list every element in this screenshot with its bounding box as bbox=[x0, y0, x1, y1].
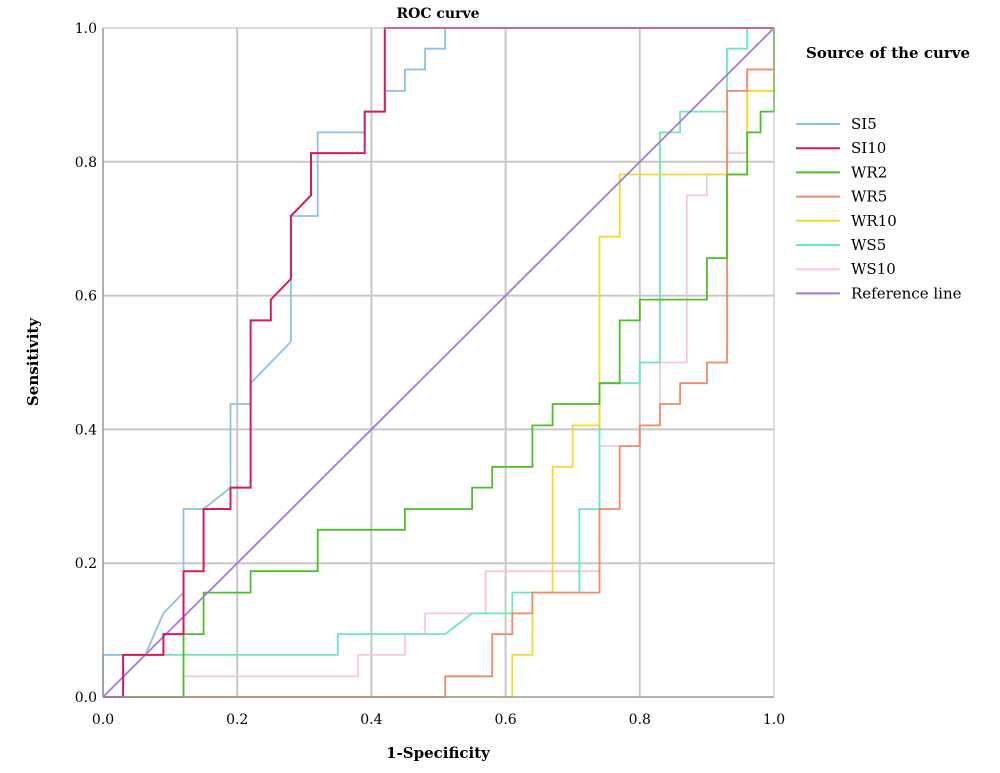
y-tick-label: 0.8 bbox=[75, 155, 97, 171]
x-tick-label: 0.6 bbox=[494, 712, 516, 728]
legend-title: Source of the curve bbox=[806, 44, 970, 62]
x-axis-title: 1-Specificity bbox=[386, 744, 491, 762]
x-tick-label: 0.0 bbox=[92, 712, 114, 728]
legend-label: WR2 bbox=[851, 163, 887, 181]
x-tick-labels: 0.0 0.2 0.4 0.6 0.8 1.0 bbox=[92, 712, 785, 728]
legend-label: WS10 bbox=[851, 260, 896, 278]
x-tick-label: 0.8 bbox=[629, 712, 651, 728]
legend-label: SI10 bbox=[851, 139, 886, 157]
legend-label: WS5 bbox=[851, 236, 886, 254]
y-tick-label: 0.4 bbox=[75, 422, 97, 438]
y-axis-title: Sensitivity bbox=[24, 317, 42, 406]
y-tick-labels: 0.0 0.2 0.4 0.6 0.8 1.0 bbox=[75, 21, 97, 706]
legend-label: WR5 bbox=[851, 188, 887, 206]
x-tick-label: 0.2 bbox=[226, 712, 248, 728]
x-tick-label: 1.0 bbox=[763, 712, 785, 728]
chart-title: ROC curve bbox=[397, 6, 480, 22]
y-tick-label: 0.6 bbox=[75, 289, 97, 305]
legend-label: Reference line bbox=[851, 284, 962, 302]
legend-label: WR10 bbox=[851, 212, 897, 230]
y-tick-label: 0.0 bbox=[75, 690, 97, 706]
y-tick-label: 0.2 bbox=[75, 556, 97, 572]
legend-label: SI5 bbox=[851, 115, 877, 133]
legend: SI5 SI10 WR2 WR5 WR10 WS5 WS10 Reference line bbox=[796, 115, 962, 302]
x-tick-label: 0.4 bbox=[360, 712, 382, 728]
y-tick-label: 1.0 bbox=[75, 21, 97, 37]
